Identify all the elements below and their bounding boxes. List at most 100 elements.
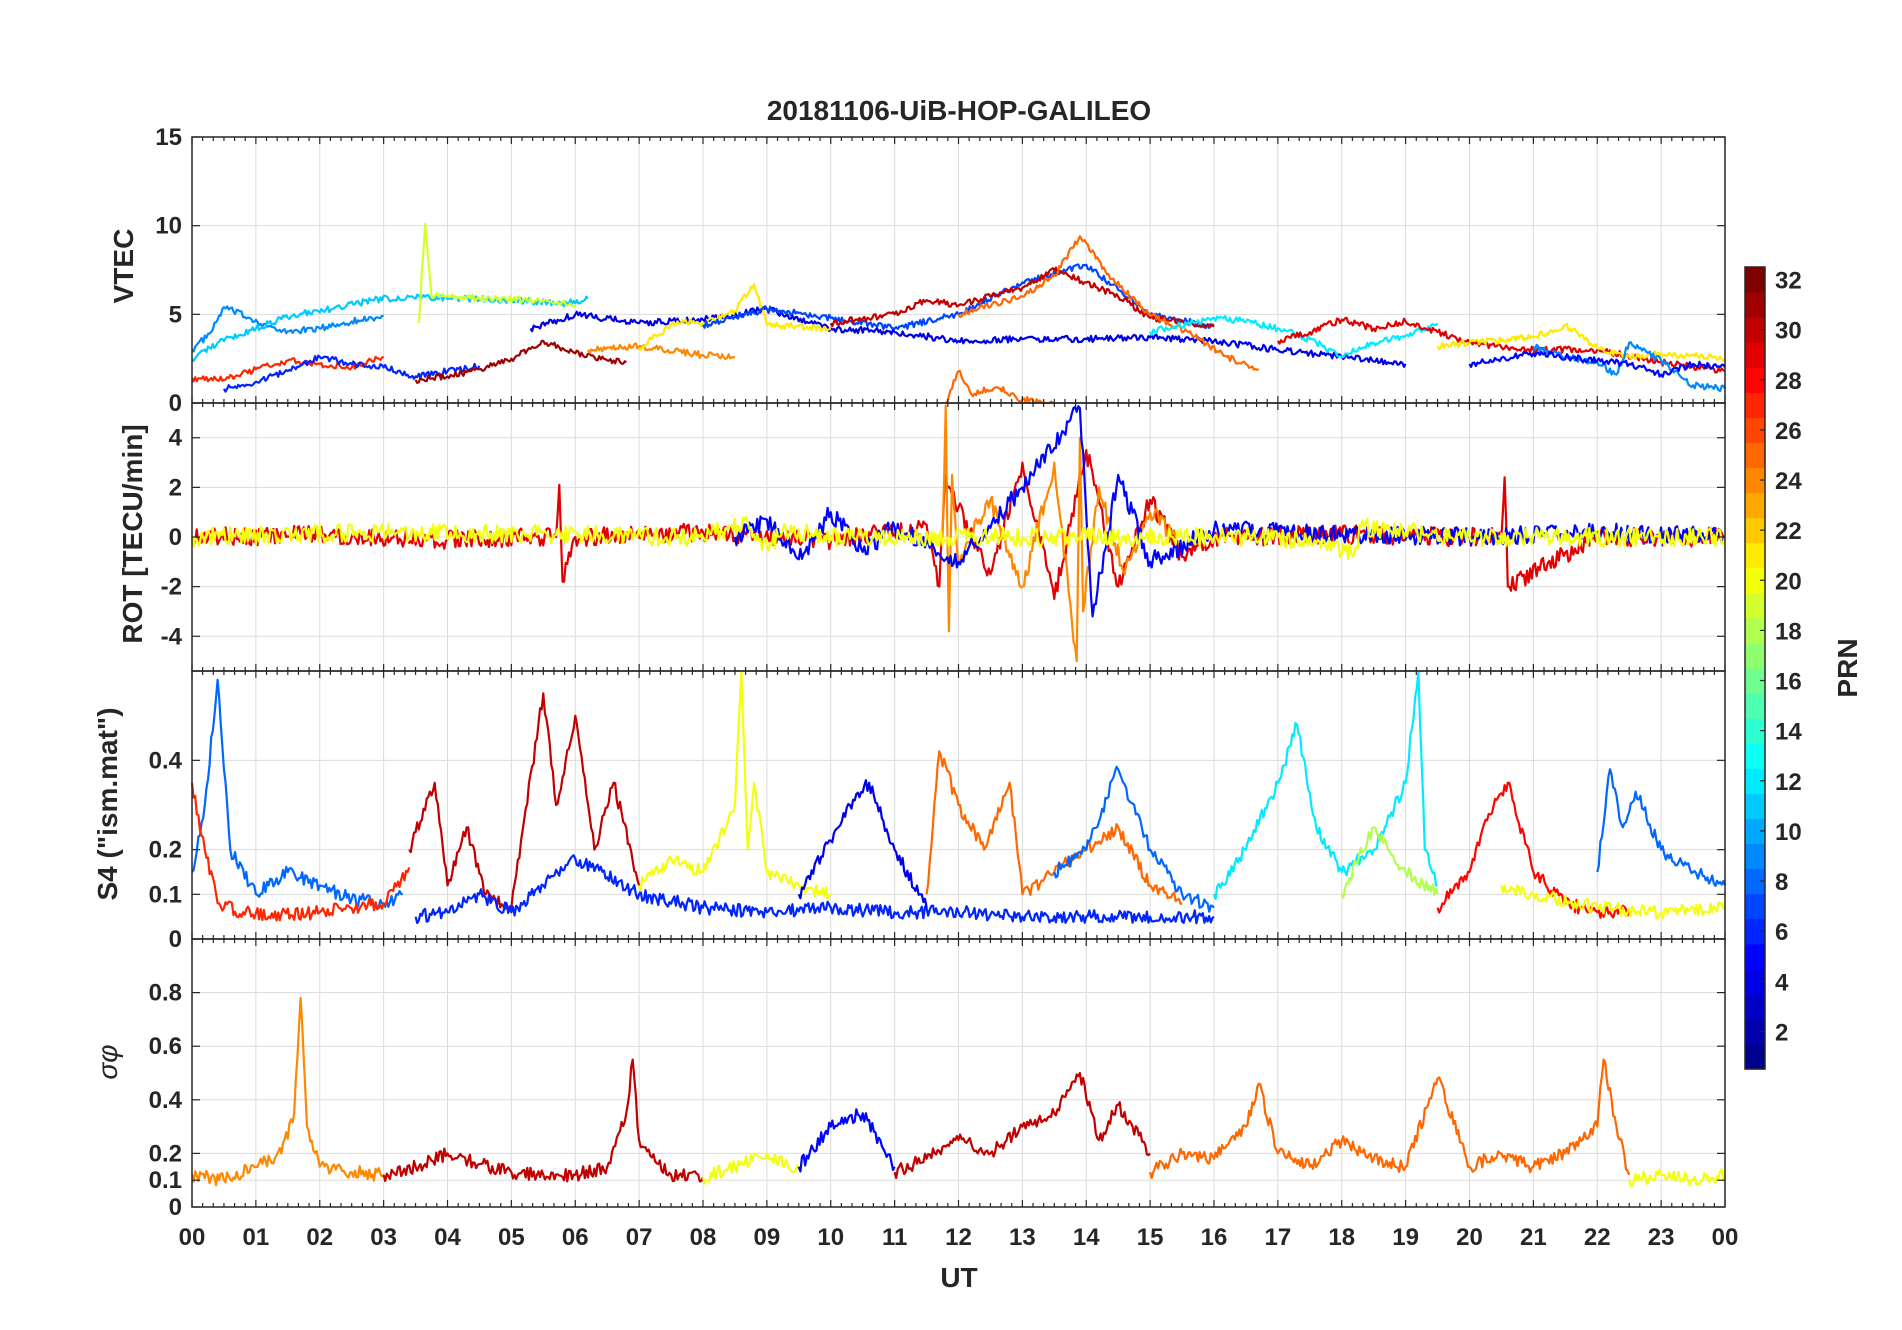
colorbar-tick-label: 10 [1775,819,1802,846]
vtec-trace-prn-31 [414,339,627,384]
vtec-trace-prn-30 [829,266,1215,329]
colorbar-tick-label: 20 [1775,568,1802,595]
colorbar-tick-label: 2 [1775,1019,1788,1046]
sigma_phi-y-tick-label: 0.6 [149,1033,182,1060]
sigma_phi-y-tick-label: 0.8 [149,980,182,1007]
s4-axis-label: S4 ("ism.mat") [92,707,123,900]
vtec-trace-prn-21 [638,283,832,352]
s4-trace-prn-8 [191,678,404,909]
colorbar-segment [1745,442,1765,469]
x-tick-label: 09 [754,1224,781,1251]
sigma_phi-y-tick-label: 0.1 [149,1167,182,1194]
x-tick-label: 18 [1328,1224,1355,1251]
colorbar-tick-label: 32 [1775,268,1802,295]
x-tick-label: 22 [1584,1224,1611,1251]
colorbar-tick-label: 28 [1775,368,1802,395]
vtec-trace-prn-11 [191,293,589,362]
colorbar-segment [1745,267,1765,293]
colorbar-segment [1745,793,1765,819]
vtec-trace-prn-4 [529,306,1407,368]
colorbar-tick-label: 18 [1775,618,1802,645]
sigma-phi-panel: 00.10.2 0.4 0.6 0.8 σφ [92,938,1727,1221]
x-tick-label: 19 [1392,1224,1419,1251]
colorbar-segment [1745,317,1765,343]
x-tick-label: 16 [1201,1224,1228,1251]
sigma_phi-y-tick-label: 0.2 [149,1140,182,1167]
s4-trace-prn-8 [1053,765,1215,913]
vtec-trace-prn-21 [1436,322,1726,362]
s4-trace-prn-12 [1212,669,1438,900]
x-tick-label: 07 [626,1224,653,1251]
vtec-trace-prn-12 [1149,315,1439,359]
colorbar-segment [1745,993,1765,1020]
colorbar-segment [1745,542,1765,569]
x-tick-label: 10 [817,1224,844,1251]
s4-trace-prn-20 [1500,884,1726,920]
rot-y-tick-label: -4 [161,623,183,650]
colorbar-tick-label: 22 [1775,518,1802,545]
s4-trace-prn-20 [638,669,832,900]
x-tick-label: 13 [1009,1224,1036,1251]
s4-trace-prn-28 [1436,781,1631,919]
colorbar-segment [1745,617,1765,644]
vtec-panel: 0 5 10 15 VTEC [108,124,1726,417]
colorbar-segment [1745,1043,1765,1070]
sigma_phi-trace-prn-30 [893,1071,1151,1180]
s4-trace-prn-18 [1340,826,1439,899]
s4-trace-prn-6 [414,854,1215,925]
colorbar-segment [1745,843,1765,870]
vtec-trace-prn-9 [191,305,384,353]
rot-axis-label: ROT [TECU/min] [117,424,148,643]
x-tick-label: 23 [1648,1224,1675,1251]
colorbar-segment [1745,1018,1765,1045]
colorbar-tick-label: 12 [1775,769,1802,796]
colorbar-tick-label: 16 [1775,669,1802,696]
x-tick-label: 04 [434,1224,461,1251]
s4-panel: 0 0.1 0.2 0.4 S4 ("ism.mat") [92,669,1727,953]
colorbar-segment [1745,567,1765,594]
sigma_phi-trace-prn-5 [797,1108,896,1173]
vtec-y-tick-label: 15 [155,124,182,151]
rot-panel: -4 -2 0 2 4 ROT [TECU/min] [117,402,1727,672]
colorbar-tick-label: 6 [1775,919,1788,946]
s4-trace-prn-30 [408,692,641,912]
s4-trace-prn-25 [925,750,1183,905]
vtec-trace-prn-29 [1276,316,1726,374]
colorbar-segment [1745,743,1765,769]
vtec-y-tick-label: 10 [155,213,182,240]
colorbar-segment [1745,392,1765,418]
colorbar-segment [1745,342,1765,368]
vtec-trace-prn-6 [222,354,481,393]
rot-y-tick-label: 0 [169,524,182,551]
x-tick-label: 00 [179,1224,206,1251]
sigma_phi-trace-prn-30 [382,1058,704,1183]
chart-title: 20181106-UiB-HOP-GALILEO [767,95,1151,126]
x-tick-labels: 00 01 02 03 04 05 06 07 08 09 10 11 12 13 14 15 16 17 18 19… [179,1224,1739,1251]
colorbar-tick-label: 14 [1775,719,1802,746]
x-tick-label: 01 [243,1224,270,1251]
colorbar-segment [1745,718,1765,744]
x-tick-label: 02 [306,1224,333,1251]
colorbar-segment [1745,517,1765,544]
s4-trace-prn-4 [797,779,928,908]
colorbar-tick-label: 4 [1775,969,1789,996]
colorbar-tick-label: 30 [1775,318,1802,345]
x-tick-label: 08 [690,1224,717,1251]
colorbar-label: PRN [1832,638,1863,697]
x-tick-label: 21 [1520,1224,1547,1251]
x-tick-label: 17 [1265,1224,1292,1251]
vtec-y-tick-label: 0 [169,390,182,417]
sigma_phi-trace-prn-20 [1628,1168,1727,1188]
rot-y-tick-label: -2 [161,574,182,601]
x-tick-label: 06 [562,1224,589,1251]
rot-y-tick-label: 2 [169,474,182,501]
colorbar-segment [1745,292,1765,318]
colorbar-segment [1745,768,1765,794]
x-axis-label: UT [940,1262,977,1293]
vtec-trace-prn-27 [191,355,385,383]
rot-y-tick-label: 4 [169,425,183,452]
s4-y-tick-label: 0 [169,926,182,953]
colorbar-segment [1745,818,1765,845]
